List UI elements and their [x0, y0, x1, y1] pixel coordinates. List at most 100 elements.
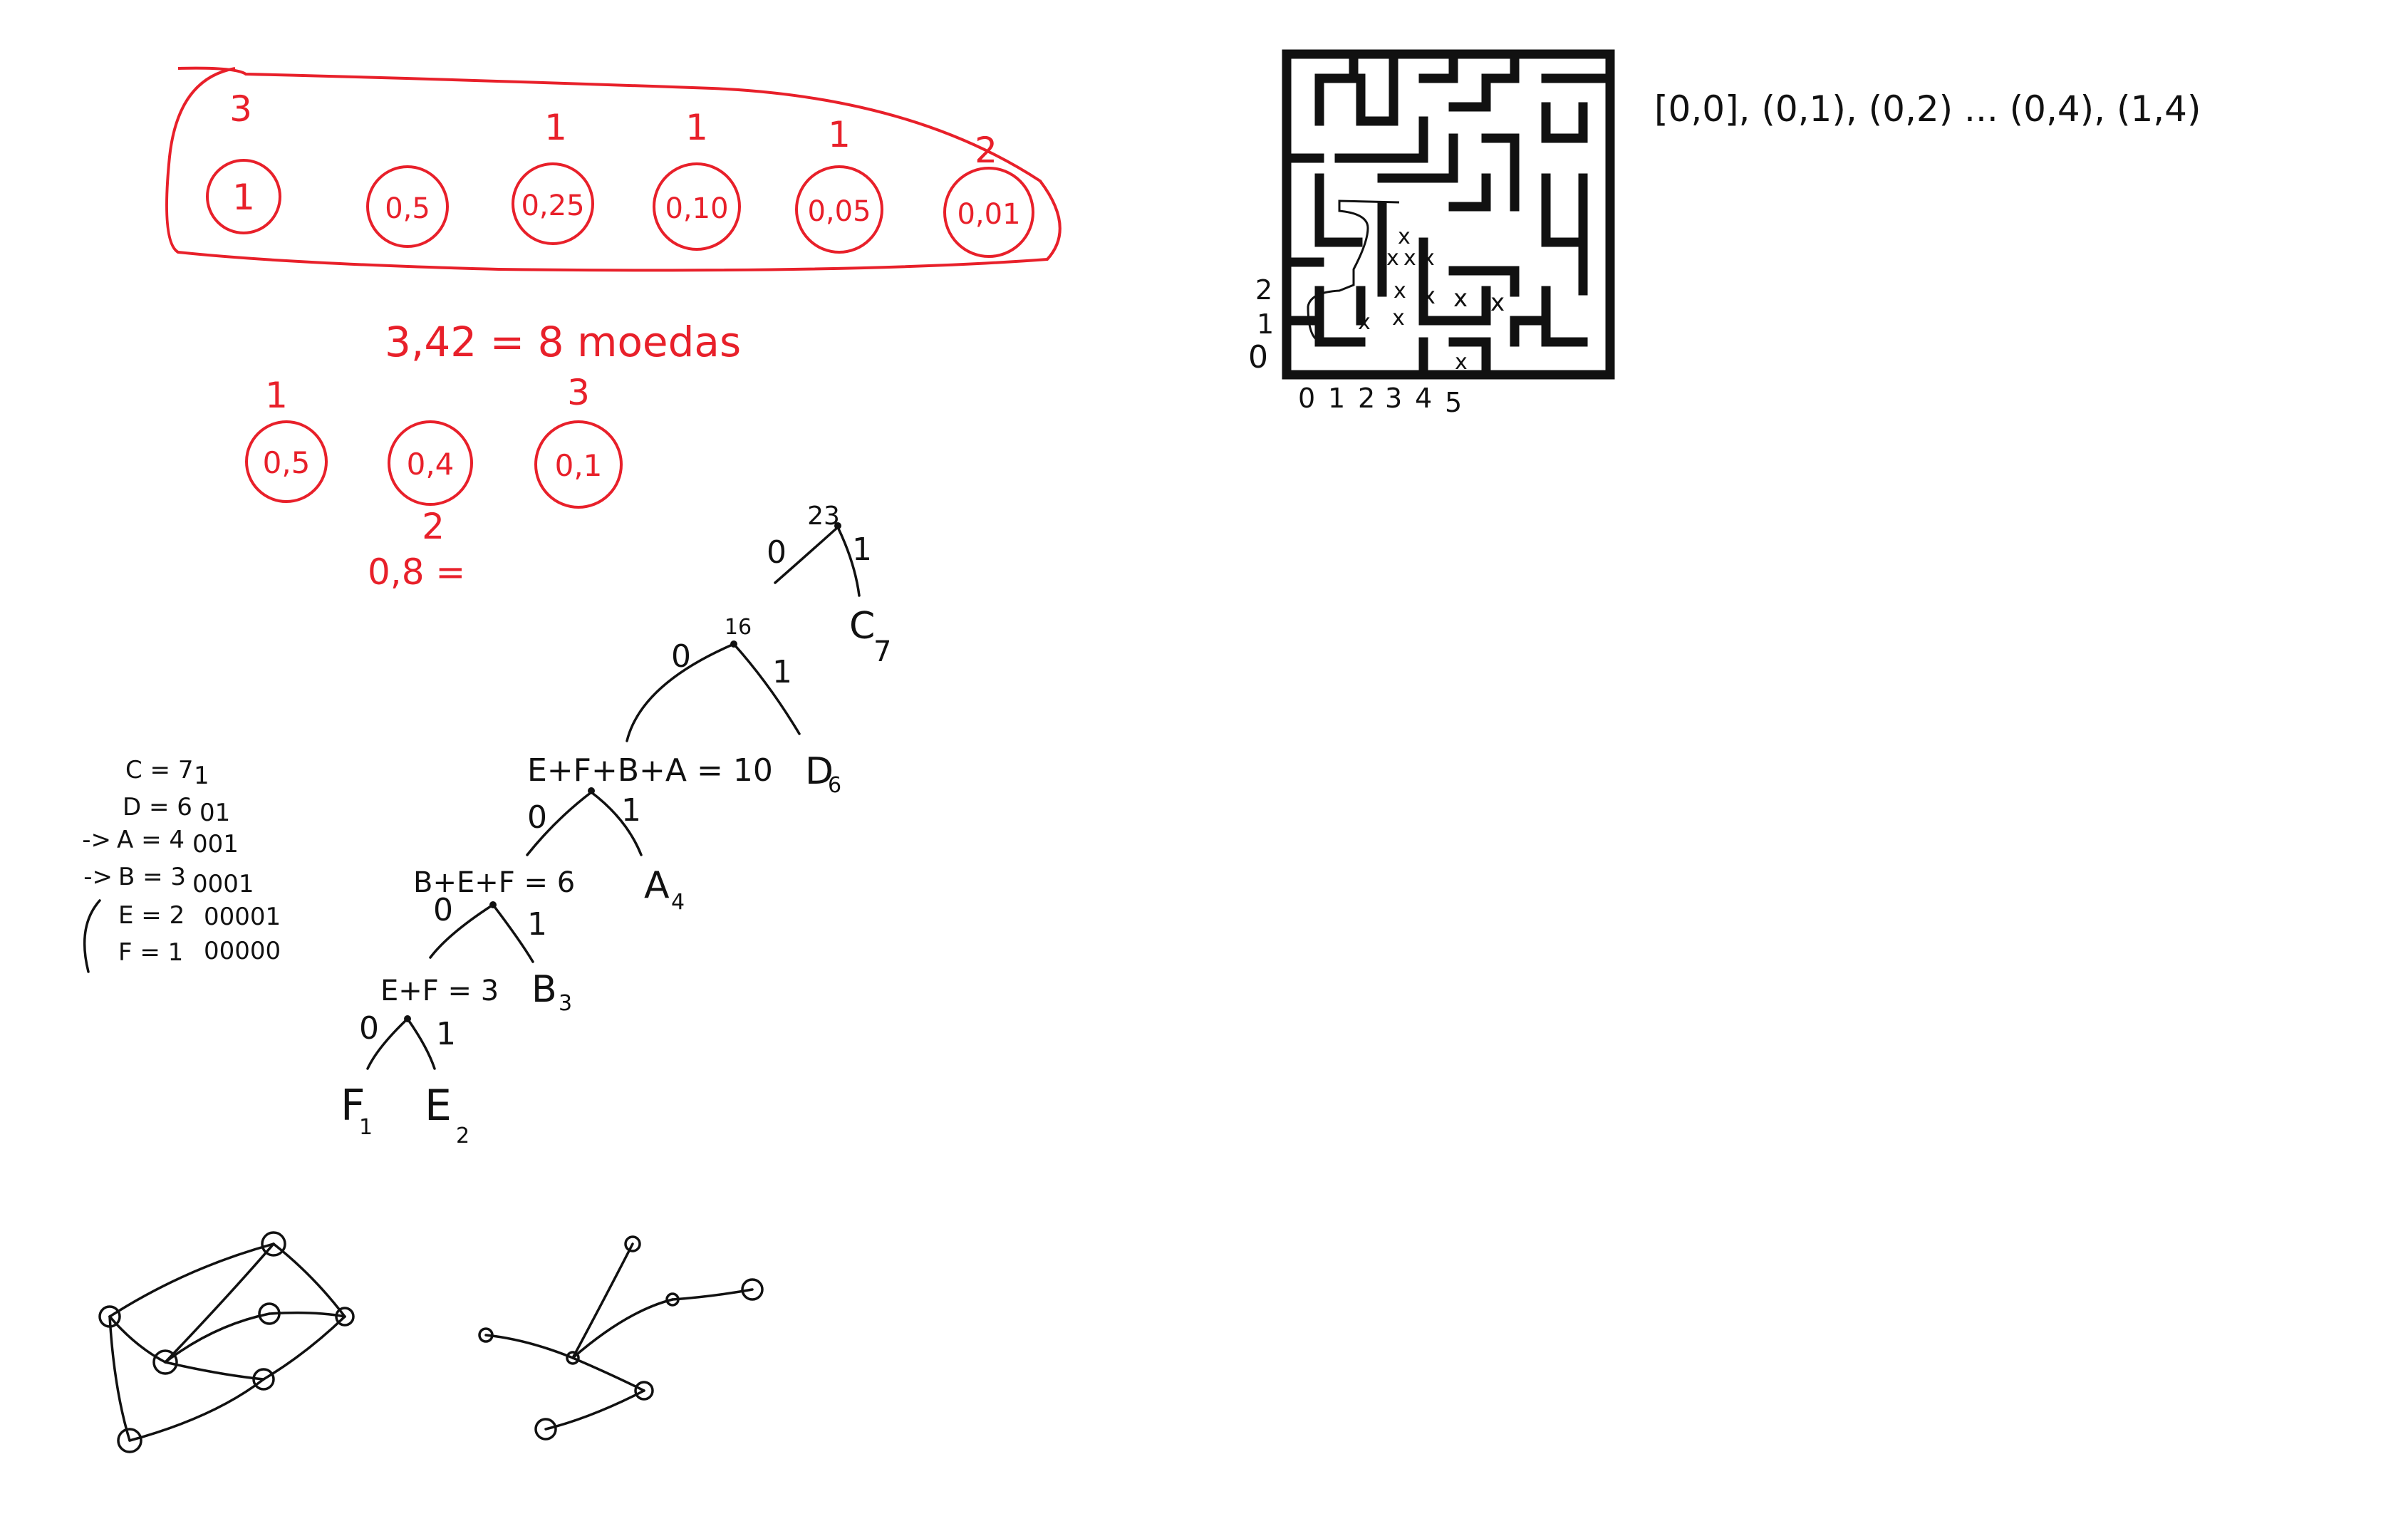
- x-mark: x: [1422, 282, 1436, 309]
- coin-1: 1 3: [206, 88, 281, 234]
- maze-marks: x x x x x x x x x x x: [1358, 224, 1505, 375]
- coin2-0-4: 0,4 2: [388, 420, 473, 547]
- coin-problem: 1 3 0,5 0,25 1 0,10 1 0,05 1 0,01 2 3,: [165, 66, 1062, 366]
- bit-label: 0: [527, 799, 547, 836]
- row-code: 00001: [204, 903, 281, 931]
- bit-label: 1: [527, 906, 547, 943]
- coin-problem-2: 0,5 1 0,4 2 0,1 3 0,8 =: [245, 372, 623, 593]
- leaf-d: D 6: [805, 750, 841, 798]
- node-6-label: B+E+F = 6: [413, 866, 575, 899]
- x-tick: 4: [1415, 383, 1432, 414]
- bit-label: 0: [359, 1010, 379, 1047]
- graph-node: [741, 1278, 764, 1301]
- coin-value: 0,01: [957, 198, 1020, 231]
- graph-node: [335, 1307, 355, 1327]
- leaf-weight: 3: [559, 991, 572, 1016]
- graph-node: [152, 1349, 178, 1375]
- coin-0-5: 0,5: [366, 165, 449, 248]
- graph-node: [98, 1305, 121, 1328]
- bit-label: 1: [772, 654, 792, 690]
- row-code: 0001: [192, 870, 254, 898]
- leaf-f: F 1: [341, 1081, 373, 1140]
- table-row: E = 2 00001: [118, 901, 281, 931]
- coin-count: 2: [422, 506, 445, 547]
- leaf-letter: F: [341, 1081, 365, 1131]
- edge-root-left: [774, 526, 839, 584]
- graph-left: [98, 1231, 355, 1453]
- row-label: B = 3: [118, 863, 186, 891]
- coin-0-05: 0,05 1: [795, 114, 883, 254]
- leaf-b: B 3: [531, 968, 572, 1016]
- leaf-letter: E: [425, 1081, 452, 1131]
- graph-node: [478, 1327, 494, 1343]
- table-row: -> A = 4 001: [82, 826, 239, 858]
- coin2-0-5: 0,5 1: [245, 375, 328, 503]
- coin-value: 0,4: [407, 447, 455, 482]
- x-mark: x: [1358, 310, 1371, 335]
- y-tick: 1: [1257, 308, 1274, 340]
- maze-frame: [1282, 49, 1615, 380]
- graph-node: [665, 1292, 680, 1307]
- huffman-code-table: C = 7 1 D = 6 01 -> A = 4 001 -> B = 3 0…: [82, 756, 281, 973]
- graph-right: [478, 1235, 764, 1441]
- x-mark: x: [1453, 284, 1468, 313]
- row-label: A = 4: [117, 826, 185, 854]
- x-mark: x: [1398, 224, 1411, 249]
- x-tick: 3: [1385, 383, 1402, 414]
- y-tick: 0: [1248, 339, 1268, 375]
- leaf-letter: D: [805, 750, 834, 793]
- leaf-a: A 4: [644, 864, 685, 915]
- row-label: C = 7: [125, 756, 193, 784]
- coin2-total: 0,8 =: [368, 551, 465, 593]
- row-label: D = 6: [123, 793, 192, 821]
- row-code: 1: [194, 762, 209, 790]
- y-tick: 2: [1255, 274, 1272, 306]
- edge-10-right: [590, 791, 643, 856]
- coin-count: 2: [975, 130, 997, 171]
- coin-value: 0,25: [521, 190, 584, 222]
- graph-node: [634, 1381, 654, 1401]
- node-16-label: 16: [725, 615, 752, 640]
- edge-3-right: [406, 1017, 436, 1070]
- coin-count: 3: [567, 372, 590, 413]
- coin-value: 1: [232, 177, 255, 218]
- coin-value: 0,1: [555, 448, 603, 483]
- graph-node: [624, 1235, 641, 1252]
- table-row: D = 6 01: [123, 793, 230, 827]
- graph-node: [534, 1418, 557, 1441]
- x-mark: x: [1392, 306, 1405, 331]
- row-label: E = 2: [118, 901, 185, 930]
- row-arrow: ->: [82, 826, 111, 854]
- bit-label: 1: [436, 1016, 456, 1052]
- edge-root-right: [836, 526, 861, 597]
- leaf-weight: 6: [828, 773, 841, 798]
- edge-3-left: [366, 1017, 409, 1070]
- node-dot-16: [730, 640, 737, 648]
- row-code: 01: [199, 799, 230, 827]
- edge-16-left: [626, 643, 735, 742]
- bit-label: 0: [671, 638, 691, 675]
- maze-x-axis: 0 1 2 3 4 5: [1298, 383, 1462, 418]
- bit-label: 0: [433, 892, 453, 928]
- maze-path-coordinates: [0,0], (0,1), (0,2) ... (0,4), (1,4): [1654, 88, 2201, 130]
- leaf-weight: 2: [456, 1124, 469, 1148]
- graph-node: [566, 1351, 580, 1365]
- x-mark: x: [1490, 289, 1505, 317]
- maze-y-axis: 2 1 0: [1248, 274, 1274, 375]
- table-row: F = 1 00000: [118, 937, 281, 967]
- x-mark: x: [1403, 246, 1416, 271]
- leaf-letter: C: [849, 605, 875, 648]
- graph-node: [261, 1231, 286, 1257]
- huffman-tree: 23 16 E+F+B+A = 10 B+E+F = 6 E+F = 3 0 1…: [341, 502, 891, 1148]
- table-row: C = 7 1: [125, 756, 209, 790]
- leaf-letter: A: [644, 864, 670, 907]
- row-code: 001: [192, 830, 239, 858]
- x-mark: x: [1422, 246, 1435, 271]
- x-tick: 0: [1298, 383, 1315, 414]
- x-tick: 2: [1358, 383, 1375, 414]
- bit-label: 0: [767, 534, 787, 571]
- node-10-label: E+F+B+A = 10: [527, 752, 773, 789]
- row-label: F = 1: [118, 938, 183, 967]
- coin-0-25: 0,25 1: [512, 107, 594, 245]
